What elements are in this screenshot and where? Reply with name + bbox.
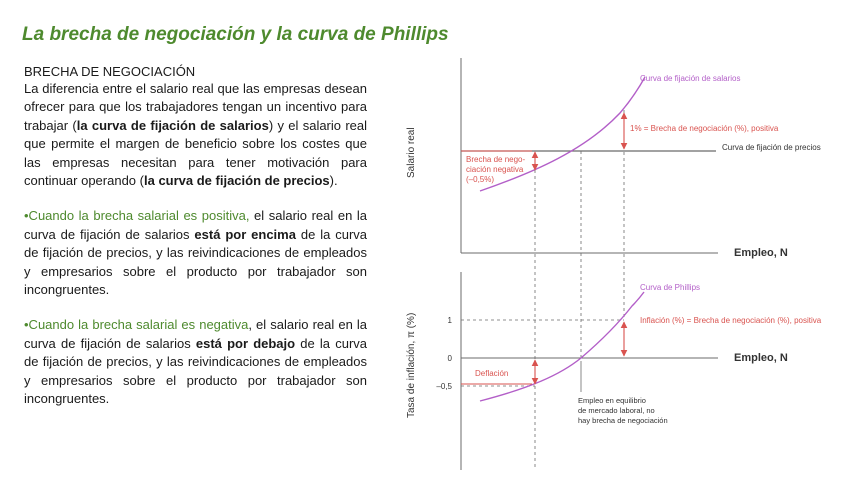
wage-curve-term: la curva de fijación de salarios — [76, 117, 269, 133]
phillips-curve-label: Curva de Phillips — [640, 283, 700, 292]
wage-curve-label: Curva de fijación de salarios — [640, 74, 741, 83]
bottom-chart: Tasa de inflación, π (%) Empleo, N 1 0 –… — [406, 272, 822, 470]
bottom-x-label: Empleo, N — [734, 352, 788, 364]
deflation-label: Deflación — [475, 369, 508, 378]
price-curve-label: Curva de fijación de precios — [722, 143, 821, 152]
bottom-y-label: Tasa de inflación, π (%) — [406, 313, 417, 418]
top-y-label: Salario real — [406, 127, 417, 178]
negative-gap-label: Brecha de nego- ciación negativa (–0,5%) — [466, 155, 527, 184]
top-x-label: Empleo, N — [734, 247, 788, 259]
tick-neg: –0,5 — [436, 382, 452, 391]
section-heading: BRECHA DE NEGOCIACIÓN — [24, 64, 196, 79]
wage-setting-curve — [479, 76, 646, 192]
positive-gap-paragraph: •Cuando la brecha salarial es positiva, … — [24, 208, 368, 298]
negative-gap-paragraph: •Cuando la brecha salarial es negativa, … — [24, 317, 368, 407]
phillips-curve — [479, 291, 645, 402]
positive-gap-label: 1% = Brecha de negociación (%), positiva — [630, 124, 779, 133]
slide-title: La brecha de negociación y la curva de P… — [22, 24, 449, 45]
inflation-label: Inflación (%) = Brecha de negociación (%… — [640, 316, 822, 325]
price-curve-term: la curva de fijación de precios — [143, 173, 330, 189]
tick-1: 1 — [448, 316, 453, 325]
definition-paragraph: La diferencia entre el salario real que … — [24, 81, 367, 189]
equilibrium-label: Empleo en equilibrio de mercado laboral,… — [578, 396, 668, 425]
tick-0: 0 — [448, 354, 453, 363]
top-chart: Salario real Empleo, N Curva de fijación… — [406, 58, 821, 470]
text-column: BRECHA DE NEGOCIACIÓN La diferencia entr… — [24, 63, 367, 409]
